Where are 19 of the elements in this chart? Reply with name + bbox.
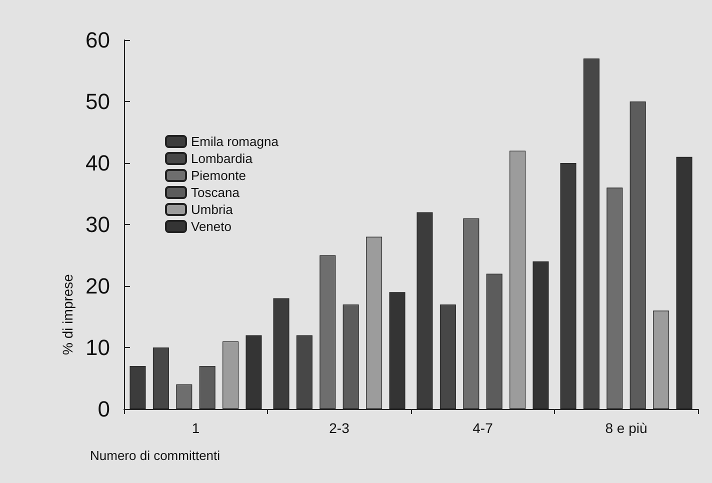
legend-label: Emila romagna bbox=[191, 134, 280, 149]
y-tick-label: 30 bbox=[86, 212, 110, 237]
legend-label: Lombardia bbox=[191, 151, 254, 166]
legend-label: Veneto bbox=[191, 219, 232, 234]
x-axis-title: Numero di committenti bbox=[90, 448, 220, 463]
x-tick-label: 8 e più bbox=[605, 420, 648, 436]
y-tick-label: 0 bbox=[98, 396, 110, 422]
x-tick-label: 4-7 bbox=[472, 420, 494, 436]
x-tick-label: 1 bbox=[192, 420, 200, 436]
x-tick-label: 2-3 bbox=[329, 420, 350, 436]
legend-label: Toscana bbox=[191, 185, 240, 200]
y-tick-label: 10 bbox=[86, 335, 110, 360]
y-tick-label: 40 bbox=[86, 150, 110, 176]
y-tick-label: 60 bbox=[86, 28, 110, 52]
y-tick-label: 50 bbox=[86, 89, 110, 114]
legend-label: Piemonte bbox=[191, 168, 246, 183]
y-axis-title: % di imprese bbox=[60, 274, 76, 355]
y-tick-label: 20 bbox=[86, 274, 110, 298]
legend-label: Umbria bbox=[191, 202, 234, 217]
